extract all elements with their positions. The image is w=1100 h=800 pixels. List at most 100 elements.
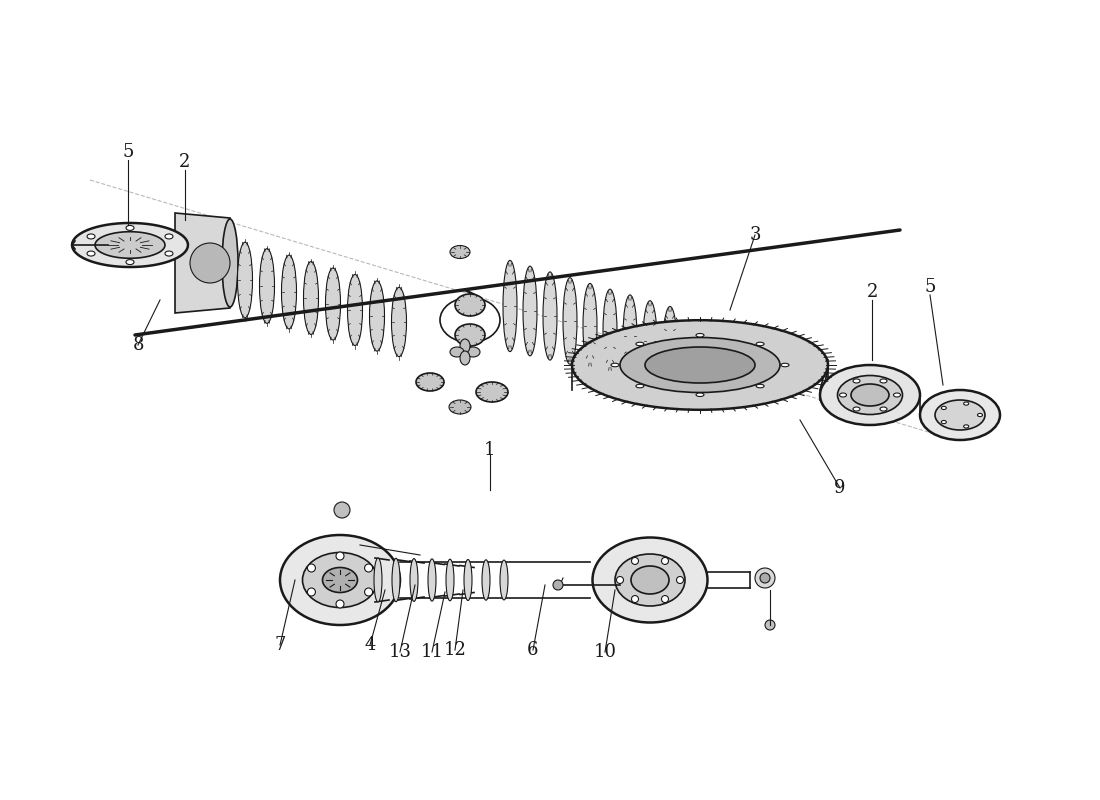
Ellipse shape	[416, 373, 444, 391]
Ellipse shape	[880, 379, 887, 383]
Polygon shape	[72, 223, 188, 267]
Ellipse shape	[610, 363, 619, 366]
Circle shape	[336, 552, 344, 560]
Circle shape	[336, 600, 344, 608]
Ellipse shape	[428, 559, 436, 601]
Ellipse shape	[238, 242, 253, 318]
Ellipse shape	[87, 234, 95, 239]
Ellipse shape	[460, 339, 470, 353]
Ellipse shape	[663, 306, 676, 386]
Text: 2: 2	[179, 153, 190, 171]
Text: 5: 5	[924, 278, 936, 296]
Text: 3: 3	[749, 226, 761, 244]
Ellipse shape	[126, 226, 134, 230]
Ellipse shape	[942, 406, 946, 410]
Ellipse shape	[615, 554, 685, 606]
Ellipse shape	[322, 567, 358, 593]
Circle shape	[676, 577, 683, 583]
Ellipse shape	[583, 283, 597, 369]
Ellipse shape	[165, 251, 173, 256]
Ellipse shape	[450, 246, 470, 258]
Text: 2: 2	[867, 283, 878, 301]
Ellipse shape	[446, 559, 454, 601]
Ellipse shape	[449, 400, 471, 414]
Ellipse shape	[392, 558, 400, 602]
Circle shape	[755, 568, 775, 588]
Ellipse shape	[280, 535, 400, 625]
Text: 4: 4	[364, 636, 376, 654]
Ellipse shape	[500, 560, 508, 600]
Ellipse shape	[756, 342, 764, 346]
Text: 6: 6	[527, 641, 539, 659]
Circle shape	[553, 580, 563, 590]
Ellipse shape	[851, 384, 889, 406]
Polygon shape	[95, 232, 165, 258]
Ellipse shape	[696, 393, 704, 397]
Text: 13: 13	[388, 643, 411, 661]
Ellipse shape	[326, 268, 341, 340]
Ellipse shape	[880, 407, 887, 411]
Circle shape	[334, 502, 350, 518]
Ellipse shape	[935, 400, 984, 430]
Ellipse shape	[636, 384, 644, 388]
Ellipse shape	[696, 334, 704, 337]
Ellipse shape	[623, 295, 637, 377]
Ellipse shape	[392, 287, 407, 357]
Text: 9: 9	[834, 479, 846, 497]
Ellipse shape	[165, 234, 173, 239]
Circle shape	[190, 243, 230, 283]
Ellipse shape	[476, 382, 508, 402]
Circle shape	[307, 588, 316, 596]
Ellipse shape	[620, 338, 780, 393]
Ellipse shape	[852, 407, 860, 411]
Text: 12: 12	[443, 641, 466, 659]
Ellipse shape	[593, 538, 707, 622]
Ellipse shape	[282, 255, 297, 329]
Ellipse shape	[756, 384, 764, 388]
Ellipse shape	[302, 553, 377, 607]
Ellipse shape	[222, 219, 238, 307]
Ellipse shape	[374, 558, 382, 602]
Ellipse shape	[450, 347, 464, 357]
Ellipse shape	[370, 281, 385, 351]
Ellipse shape	[572, 320, 828, 410]
Ellipse shape	[645, 347, 755, 383]
Text: 1: 1	[484, 441, 496, 459]
Ellipse shape	[460, 351, 470, 365]
Ellipse shape	[464, 559, 472, 601]
Ellipse shape	[455, 294, 485, 316]
Ellipse shape	[644, 301, 657, 382]
Ellipse shape	[920, 390, 1000, 440]
Circle shape	[631, 595, 638, 602]
Polygon shape	[175, 213, 230, 313]
Ellipse shape	[410, 558, 418, 602]
Text: 7: 7	[274, 636, 286, 654]
Circle shape	[661, 558, 669, 565]
Circle shape	[307, 564, 316, 572]
Ellipse shape	[482, 560, 490, 600]
Ellipse shape	[522, 266, 537, 356]
Ellipse shape	[837, 375, 902, 414]
Ellipse shape	[636, 342, 644, 346]
Circle shape	[760, 573, 770, 583]
Ellipse shape	[781, 363, 789, 366]
Ellipse shape	[978, 414, 982, 417]
Ellipse shape	[603, 289, 617, 373]
Ellipse shape	[126, 259, 134, 265]
Text: 8: 8	[132, 336, 144, 354]
Ellipse shape	[543, 272, 557, 360]
Ellipse shape	[455, 324, 485, 346]
Circle shape	[661, 595, 669, 602]
Circle shape	[616, 577, 624, 583]
Ellipse shape	[820, 365, 920, 425]
Ellipse shape	[852, 379, 860, 383]
Ellipse shape	[964, 402, 969, 405]
Ellipse shape	[631, 566, 669, 594]
Ellipse shape	[964, 425, 969, 428]
Ellipse shape	[893, 393, 901, 397]
Ellipse shape	[260, 249, 275, 323]
Ellipse shape	[839, 393, 847, 397]
Ellipse shape	[942, 421, 946, 424]
Ellipse shape	[563, 278, 578, 364]
Circle shape	[364, 564, 373, 572]
